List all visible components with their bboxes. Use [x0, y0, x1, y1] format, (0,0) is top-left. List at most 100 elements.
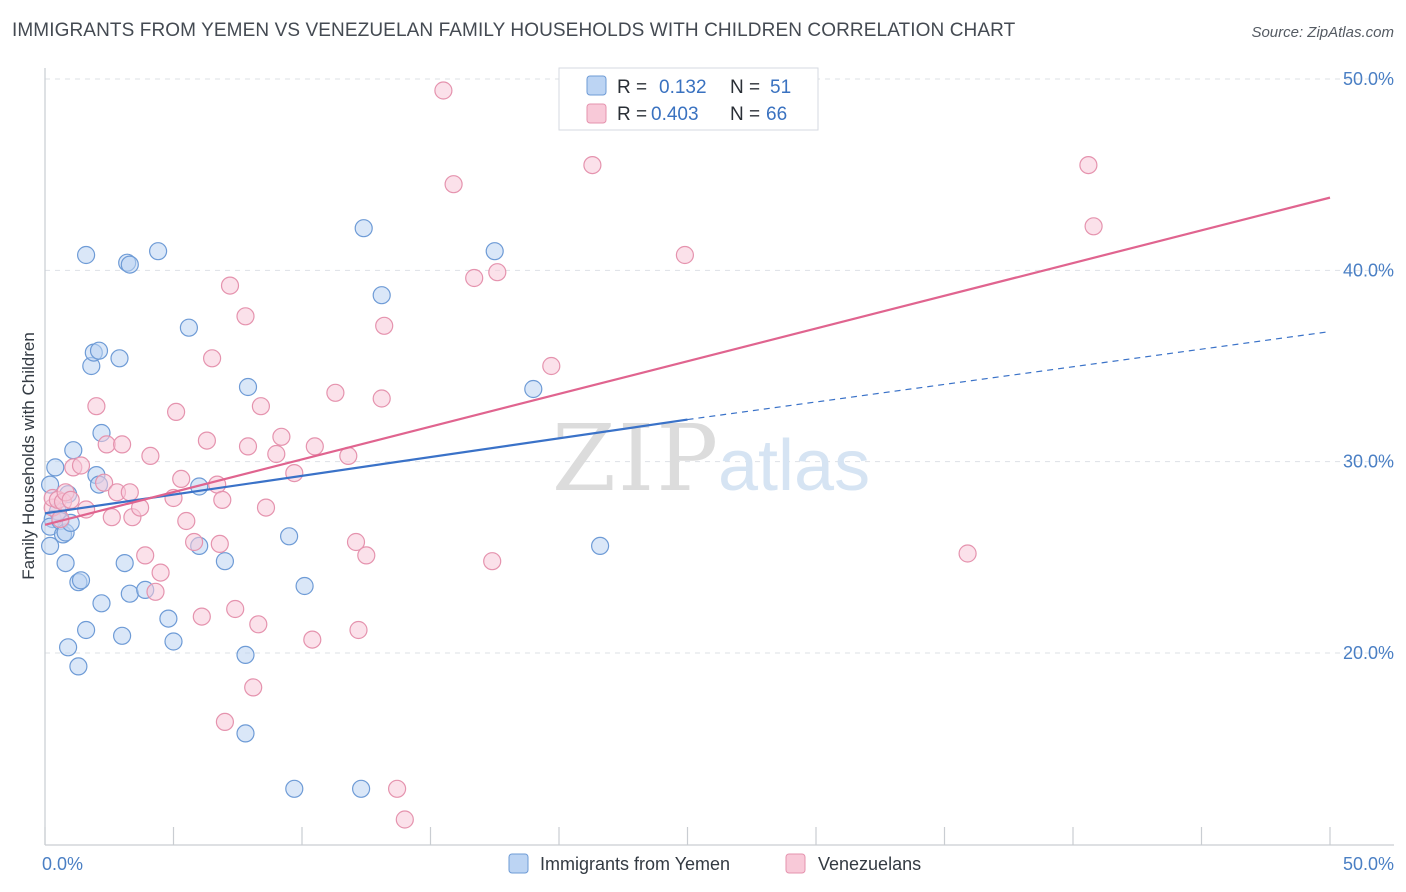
legend-label-venezuelans: Venezuelans [818, 854, 921, 874]
point-venezuelans-61 [488, 263, 507, 282]
point-yemen-15 [58, 638, 78, 657]
point-venezuelans-66 [1079, 156, 1098, 175]
point-venezuelans-20 [141, 446, 160, 465]
x-tick-label-max: 50.0% [1343, 854, 1394, 874]
point-yemen-41 [236, 724, 255, 743]
x-tick-label-min: 0.0% [42, 854, 83, 874]
stats-r-label-yemen: R = [617, 77, 647, 98]
point-venezuelans-43 [267, 444, 286, 464]
stats-n-value-yemen: 51 [770, 77, 791, 98]
point-yemen-51 [590, 536, 610, 556]
point-yemen-11 [64, 441, 83, 460]
watermark-atlas: atlas [718, 426, 870, 506]
point-yemen-25 [92, 594, 111, 613]
point-venezuelans-8 [71, 456, 91, 475]
point-venezuelans-13 [102, 508, 121, 527]
point-venezuelans-26 [177, 511, 196, 531]
point-yemen-26 [110, 349, 129, 368]
point-yemen-45 [295, 576, 314, 596]
point-yemen-21 [89, 341, 109, 360]
point-venezuelans-12 [97, 435, 116, 454]
y-axis-label: Family Households with Children [19, 332, 38, 580]
point-venezuelans-41 [251, 397, 270, 416]
point-venezuelans-53 [372, 389, 391, 408]
point-venezuelans-27 [185, 532, 204, 552]
point-venezuelans-47 [305, 437, 324, 456]
stats-r-label-venezuelans: R = [617, 104, 647, 125]
point-venezuelans-35 [220, 276, 240, 295]
stats-n-label-yemen: N = [730, 77, 760, 98]
bottom-legend: Immigrants from Yemen Venezuelans [508, 853, 921, 874]
point-venezuelans-40 [249, 615, 268, 634]
stats-swatch-venezuelans [586, 103, 607, 124]
point-venezuelans-6 [61, 490, 80, 509]
point-yemen-36 [179, 318, 198, 337]
point-venezuelans-67 [1084, 217, 1103, 236]
y-tick-label-3: 50.0% [1343, 69, 1394, 89]
point-venezuelans-58 [444, 175, 463, 194]
point-venezuelans-63 [583, 156, 602, 175]
trend-line-yemen-extension [687, 330, 1331, 421]
point-venezuelans-54 [375, 316, 394, 335]
point-yemen-33 [149, 242, 168, 261]
point-venezuelans-19 [136, 546, 155, 565]
grid [45, 78, 1394, 654]
stats-swatch-yemen [586, 75, 607, 96]
point-yemen-39 [215, 552, 234, 571]
legend-swatch-venezuelans [785, 853, 806, 874]
point-yemen-4 [46, 458, 65, 477]
point-yemen-44 [285, 779, 304, 798]
watermark: ZIP atlas [552, 405, 870, 512]
point-venezuelans-55 [388, 779, 407, 798]
chart-source: Source: ZipAtlas.com [1251, 24, 1394, 41]
legend-swatch-yemen [508, 853, 529, 874]
point-venezuelans-33 [213, 490, 232, 509]
point-venezuelans-59 [465, 268, 484, 288]
point-yemen-47 [354, 219, 373, 238]
trend-line-venezuelans [44, 196, 1331, 526]
watermark-zip: ZIP [552, 405, 720, 512]
point-yemen-18 [76, 245, 96, 265]
point-venezuelans-37 [236, 307, 255, 326]
legend-label-yemen: Immigrants from Yemen [540, 854, 730, 874]
point-venezuelans-48 [326, 383, 345, 402]
point-venezuelans-64 [675, 245, 695, 265]
point-yemen-12 [56, 553, 75, 573]
point-venezuelans-38 [238, 437, 258, 456]
point-venezuelans-57 [434, 81, 453, 100]
point-venezuelans-50 [346, 532, 366, 552]
y-tick-label-1: 30.0% [1343, 452, 1394, 472]
point-yemen-3 [40, 536, 60, 556]
point-yemen-43 [280, 527, 299, 546]
point-venezuelans-15 [112, 435, 132, 454]
point-venezuelans-25 [172, 469, 191, 488]
y-tick-label-0: 20.0% [1343, 643, 1394, 663]
point-venezuelans-32 [210, 534, 229, 554]
stats-legend-box: R = 0.132 N = 51 R = 0.403 N = 66 [558, 67, 819, 131]
stats-n-value-venezuelans: 66 [766, 104, 787, 125]
point-venezuelans-30 [203, 349, 222, 368]
point-yemen-16 [69, 657, 88, 676]
point-yemen-30 [112, 626, 132, 645]
point-venezuelans-42 [256, 498, 276, 517]
point-yemen-40 [236, 645, 255, 665]
axes [44, 68, 1394, 846]
y-tick-label-2: 40.0% [1343, 260, 1394, 280]
point-yemen-46 [352, 779, 371, 798]
point-venezuelans-10 [87, 397, 106, 416]
point-yemen-50 [524, 379, 543, 399]
point-venezuelans-22 [151, 563, 170, 582]
chart-title: IMMIGRANTS FROM YEMEN VS VENEZUELAN FAMI… [12, 20, 1016, 41]
point-yemen-48 [372, 286, 391, 305]
point-venezuelans-11 [94, 473, 114, 492]
point-yemen-49 [485, 242, 504, 261]
point-yemen-31 [120, 584, 139, 603]
point-venezuelans-34 [215, 712, 234, 732]
point-venezuelans-44 [272, 427, 291, 446]
point-yemen-34 [159, 609, 178, 628]
stats-n-label-venezuelans: N = [730, 104, 760, 125]
point-venezuelans-36 [226, 599, 245, 619]
trend-lines [44, 196, 1331, 526]
point-venezuelans-60 [483, 552, 502, 571]
